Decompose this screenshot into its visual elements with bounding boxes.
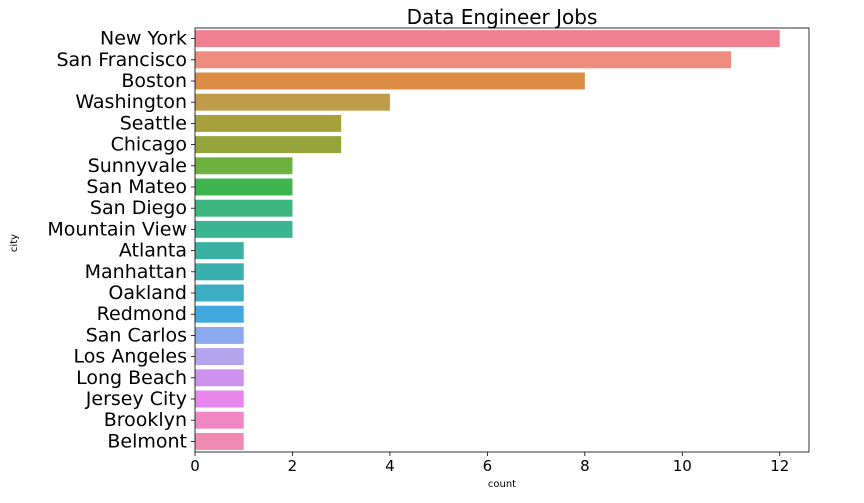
x-tick-labels: 0 2 4 6 8 10 12 — [190, 452, 789, 475]
bar-washington — [195, 93, 390, 111]
x-axis-label: count — [488, 479, 516, 490]
bar-atlanta — [195, 242, 244, 260]
bar-san-francisco — [195, 51, 732, 69]
bar-sunnyvale — [195, 157, 293, 175]
bar-new-york — [195, 30, 780, 48]
bar-san-carlos — [195, 326, 244, 344]
bar-jersey-city — [195, 390, 244, 408]
y-axis-label: city — [9, 234, 20, 252]
y-tick-label: Manhattan — [85, 261, 187, 283]
bar-manhattan — [195, 263, 244, 281]
bars-layer — [195, 30, 780, 450]
y-tick-label: New York — [100, 28, 187, 50]
bar-seattle — [195, 114, 342, 132]
y-tick-label: Atlanta — [119, 240, 187, 262]
x-tick-label: 6 — [483, 457, 493, 475]
x-tick-label: 4 — [385, 457, 395, 475]
y-tick-label: Sunnyvale — [88, 155, 187, 177]
bar-los-angeles — [195, 348, 244, 366]
y-tick-label: Mountain View — [47, 218, 187, 240]
bar-san-mateo — [195, 178, 293, 196]
y-tick-label: Seattle — [120, 112, 187, 134]
chart-title: Data Engineer Jobs — [407, 5, 598, 29]
x-tick-label: 10 — [673, 457, 692, 475]
bar-brooklyn — [195, 411, 244, 429]
y-tick-label: San Francisco — [56, 49, 187, 71]
bar-oakland — [195, 284, 244, 302]
y-tick-label: Belmont — [107, 430, 187, 452]
bar-redmond — [195, 305, 244, 323]
bar-san-diego — [195, 199, 293, 217]
y-tick-label: San Diego — [90, 197, 187, 219]
y-tick-label: San Carlos — [86, 324, 187, 346]
x-tick-label: 0 — [190, 457, 200, 475]
x-tick-label: 2 — [288, 457, 298, 475]
y-tick-label: Washington — [75, 91, 187, 113]
y-tick-label: San Mateo — [86, 176, 187, 198]
y-tick-label: Chicago — [111, 134, 187, 156]
bar-boston — [195, 72, 585, 90]
bar-chicago — [195, 136, 342, 154]
plot-frame — [194, 27, 810, 453]
bar-mountain-view — [195, 220, 293, 238]
y-tick-label: Jersey City — [85, 388, 187, 410]
bar-belmont — [195, 432, 244, 450]
y-tick-label: Long Beach — [76, 367, 187, 389]
x-tick-label: 12 — [770, 457, 789, 475]
y-tick-label: Redmond — [97, 303, 187, 325]
x-tick-label: 8 — [580, 457, 590, 475]
y-tick-label: Los Angeles — [74, 346, 187, 368]
y-tick-label: Boston — [121, 70, 187, 92]
y-tick-label: Brooklyn — [104, 409, 187, 431]
y-tick-label: Oakland — [108, 282, 187, 304]
bar-long-beach — [195, 369, 244, 387]
